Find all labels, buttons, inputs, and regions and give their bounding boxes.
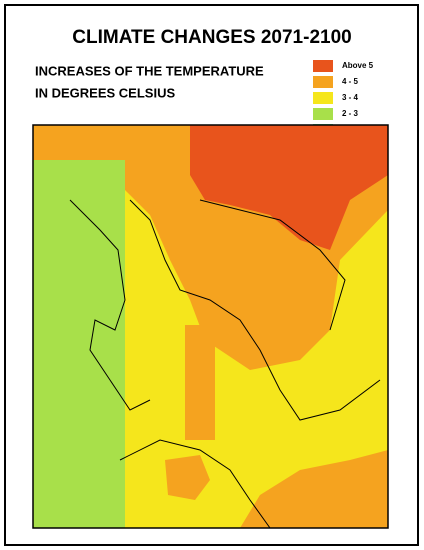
region xyxy=(240,450,388,528)
coastline xyxy=(199,199,346,331)
title: CLIMATE CHANGES 2071-2100 xyxy=(72,27,351,48)
legend-label: 3 - 4 xyxy=(342,93,359,102)
legend-swatch xyxy=(313,108,333,120)
coastline xyxy=(129,199,381,421)
region xyxy=(185,325,215,440)
legend-swatch xyxy=(313,60,333,72)
legend-swatch xyxy=(313,92,333,104)
map xyxy=(32,124,389,529)
subtitle: INCREASES OF THE TEMPERATURE xyxy=(35,63,264,78)
region xyxy=(165,455,210,500)
legend-label: 4 - 5 xyxy=(342,77,359,86)
subtitle: IN DEGREES CELSIUS xyxy=(35,85,175,100)
coastline xyxy=(69,199,151,411)
region xyxy=(33,160,125,528)
legend-swatch xyxy=(313,76,333,88)
map-border xyxy=(32,124,389,529)
legend-label: 2 - 3 xyxy=(342,109,359,118)
region xyxy=(190,125,388,250)
legend-label: Above 5 xyxy=(342,61,374,70)
coastline xyxy=(119,439,271,529)
